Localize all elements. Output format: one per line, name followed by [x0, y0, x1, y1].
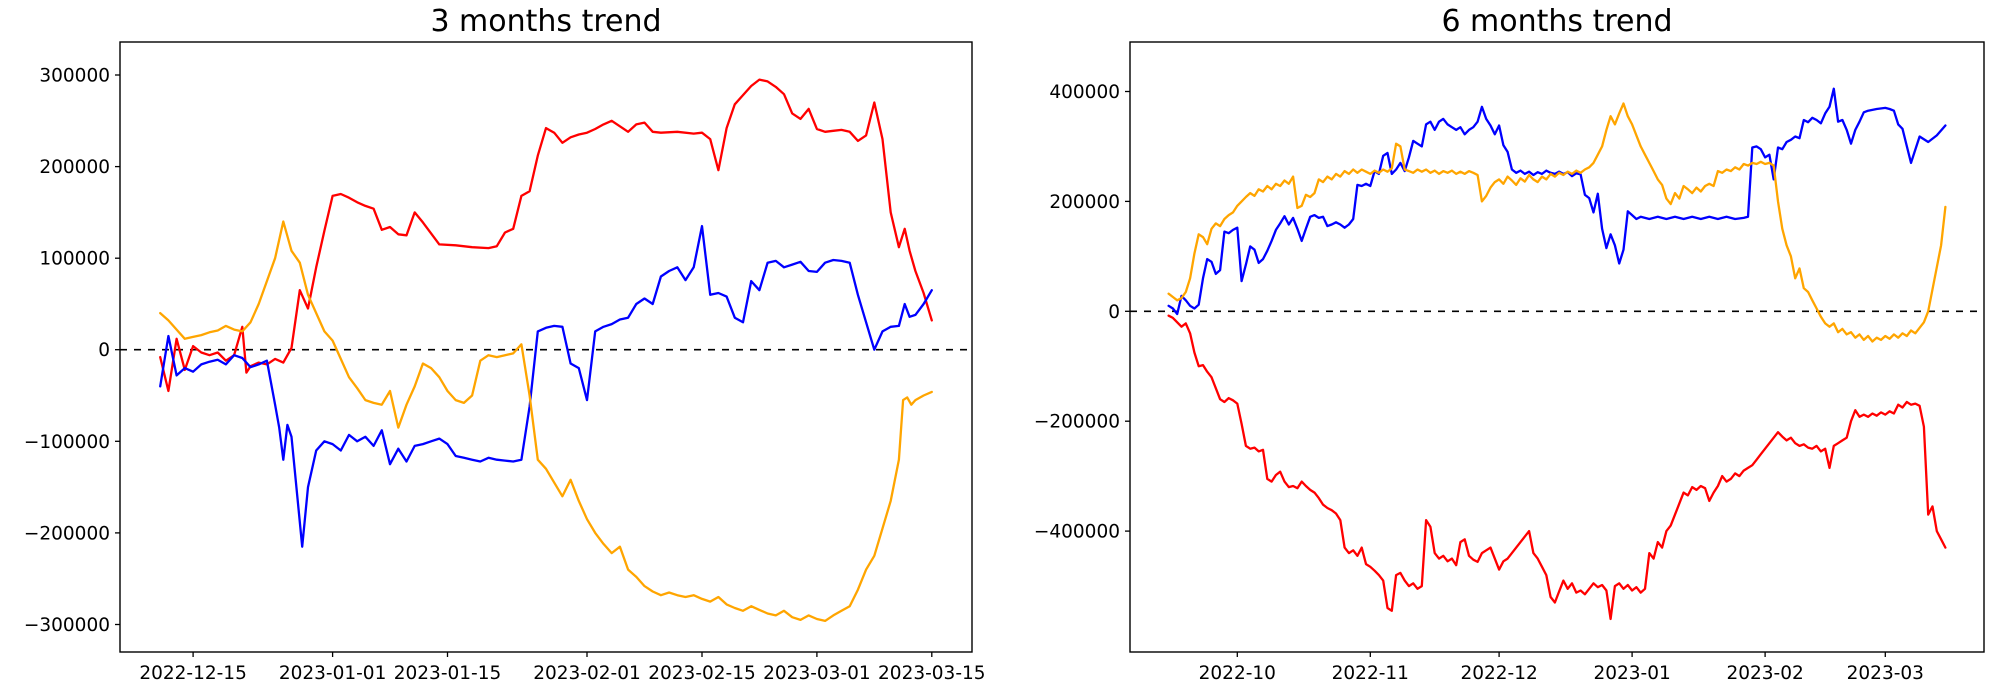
left-chart-canvas: 2022-12-15 2023-01-01 2023-01-15 2023-02-01… [24, 41, 986, 684]
x-tick-label: 2023-01 [1593, 663, 1670, 684]
blue-series [159, 224, 933, 548]
x-tick-label: 2023-02-01 [533, 663, 641, 684]
axes-spines [1129, 41, 1985, 653]
x-tick-label: 2023-03-15 [878, 663, 986, 684]
blue-series [1167, 87, 1947, 316]
orange-series [1167, 102, 1947, 343]
y-tick-label: 300000 [39, 66, 110, 87]
x-tick-label: 2022-12-15 [139, 663, 247, 684]
y-tick-label: 200000 [1049, 192, 1120, 213]
x-tick-label: 2023-03 [1847, 663, 1924, 684]
y-tick-label: −300000 [24, 615, 110, 636]
x-tick-label: 2023-02-15 [648, 663, 756, 684]
right-chart-title: 6 months trend [1441, 4, 1673, 39]
x-tick-label: 2022-10 [1199, 663, 1276, 684]
red-series [159, 78, 933, 393]
x-tick-label: 2022-12 [1460, 663, 1537, 684]
x-tick-label: 2023-01-15 [394, 663, 502, 684]
right-chart-canvas: 2022-10 2022-11 2022-12 2023-01 2023-02 2023-… [1034, 41, 1985, 684]
y-tick-label: 200000 [39, 157, 110, 178]
y-tick-label: −200000 [24, 523, 110, 544]
x-tick-label: 2023-01-01 [279, 663, 387, 684]
x-tick-label: 2023-02 [1726, 663, 1803, 684]
red-series [1167, 314, 1947, 621]
left-chart-title: 3 months trend [430, 4, 662, 39]
y-tick-label: 0 [1108, 302, 1120, 323]
orange-series [159, 220, 933, 623]
y-tick-label: −100000 [24, 432, 110, 453]
y-tick-label: 400000 [1049, 82, 1120, 103]
x-tick-label: 2022-11 [1332, 663, 1409, 684]
axes-spines [119, 41, 973, 653]
x-tick-label: 2023-03-01 [763, 663, 871, 684]
y-tick-label: −400000 [1034, 522, 1120, 543]
y-tick-label: 100000 [39, 249, 110, 270]
y-tick-label: −200000 [1034, 412, 1120, 433]
y-tick-label: 0 [98, 340, 110, 361]
